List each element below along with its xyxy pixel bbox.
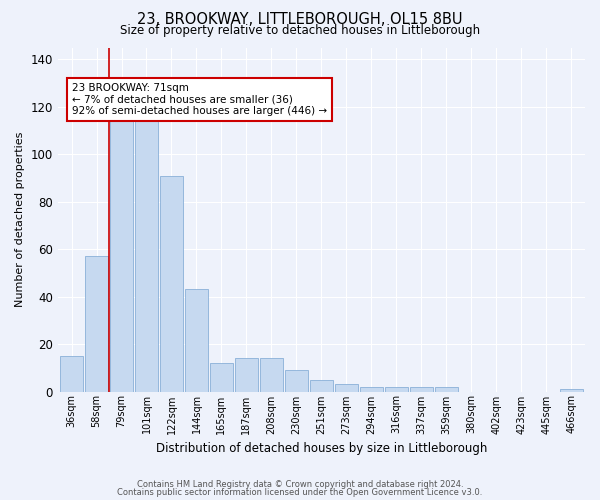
Bar (285, 370, 308, 392)
Bar (560, 389, 583, 392)
Text: Contains HM Land Registry data © Crown copyright and database right 2024.: Contains HM Land Registry data © Crown c… (137, 480, 463, 489)
Bar (435, 387, 458, 392)
Bar (185, 290, 208, 392)
Bar (360, 387, 383, 392)
Bar (410, 387, 433, 392)
X-axis label: Distribution of detached houses by size in Littleborough: Distribution of detached houses by size … (156, 442, 487, 455)
Bar (335, 384, 358, 392)
Text: 23, BROOKWAY, LITTLEBOROUGH, OL15 8BU: 23, BROOKWAY, LITTLEBOROUGH, OL15 8BU (137, 12, 463, 28)
Text: Contains public sector information licensed under the Open Government Licence v3: Contains public sector information licen… (118, 488, 482, 497)
Bar (60, 356, 83, 392)
Bar (260, 358, 283, 392)
Y-axis label: Number of detached properties: Number of detached properties (15, 132, 25, 307)
Bar (210, 363, 233, 392)
Text: 23 BROOKWAY: 71sqm
← 7% of detached houses are smaller (36)
92% of semi-detached: 23 BROOKWAY: 71sqm ← 7% of detached hous… (72, 83, 327, 116)
Bar (385, 387, 407, 392)
Bar (110, 118, 133, 392)
Text: Size of property relative to detached houses in Littleborough: Size of property relative to detached ho… (120, 24, 480, 37)
Bar (310, 380, 332, 392)
Bar (235, 358, 257, 392)
Bar (160, 176, 183, 392)
Bar (135, 114, 158, 392)
Bar (85, 256, 108, 392)
